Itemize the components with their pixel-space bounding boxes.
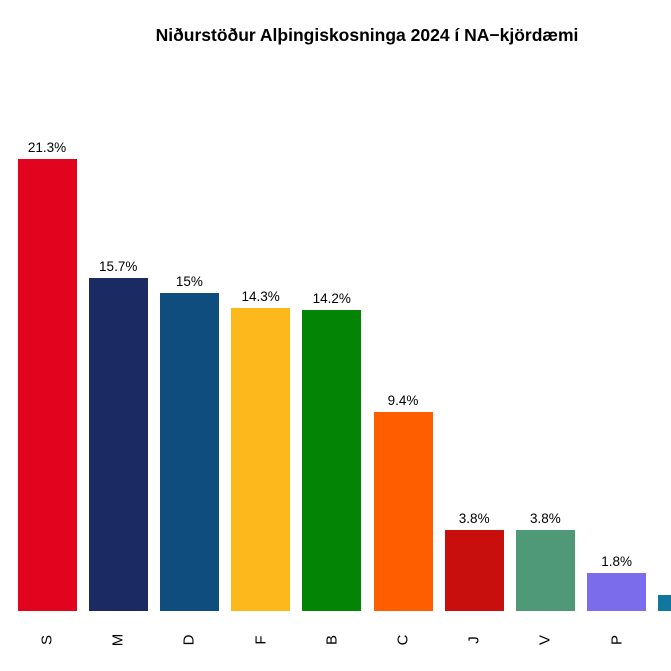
x-axis-label-D: D	[180, 634, 198, 646]
bar-B	[302, 310, 362, 611]
chart-title: Niðurstöður Alþingiskosninga 2024 í NA−k…	[155, 25, 579, 45]
bar-value-label-C: 9.4%	[387, 393, 419, 408]
bar-C	[373, 412, 433, 611]
x-axis-label-C: C	[394, 634, 412, 646]
x-axis-label-V: V	[536, 634, 554, 646]
bar-value-label-F: 14.3%	[241, 289, 280, 304]
bar-J	[444, 530, 504, 611]
bar-value-label-S: 21.3%	[27, 140, 67, 155]
bar-V	[515, 530, 575, 611]
x-axis-label-S: S	[38, 634, 56, 646]
bar-value-label-D: 15%	[175, 274, 203, 289]
x-axis-label-P: P	[608, 634, 626, 646]
bar-value-label-J: 3.8%	[458, 511, 490, 526]
x-axis-label-J: J	[465, 636, 483, 644]
bar-value-label-V: 3.8%	[530, 511, 561, 526]
bar-S	[17, 159, 77, 611]
bar-value-label-M: 15.7%	[99, 259, 138, 274]
bar-P	[587, 573, 647, 611]
bar-clipped	[658, 595, 671, 611]
bar-value-label-B: 14.2%	[312, 291, 351, 306]
x-axis-label-M: M	[109, 633, 127, 647]
bar-F	[231, 308, 291, 611]
bar-M	[88, 278, 148, 611]
x-axis-label-B: B	[323, 634, 341, 646]
x-axis-label-F: F	[252, 635, 270, 645]
bar-value-label-P: 1.8%	[601, 554, 632, 569]
bar-D	[159, 293, 219, 611]
